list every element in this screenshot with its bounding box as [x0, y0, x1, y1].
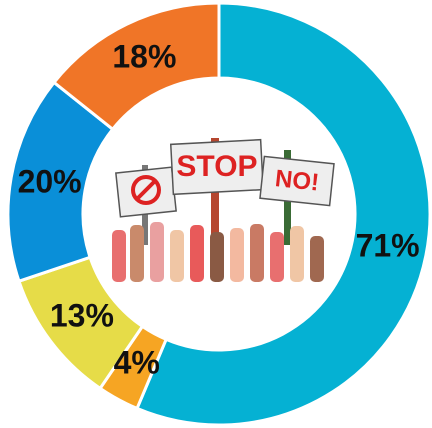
- donut-segment: [135, 1, 432, 427]
- sign-text: STOP: [176, 150, 257, 183]
- value-label: 71%: [356, 228, 420, 264]
- value-label: 13%: [50, 297, 114, 333]
- sign-text: NO!: [274, 165, 321, 196]
- donut: [6, 1, 432, 427]
- donut-segment: [51, 1, 221, 132]
- value-label: 20%: [18, 164, 82, 200]
- value-label: 18%: [112, 38, 176, 74]
- value-label: 4%: [114, 345, 160, 381]
- protest-illustration: STOP NO!: [112, 138, 335, 282]
